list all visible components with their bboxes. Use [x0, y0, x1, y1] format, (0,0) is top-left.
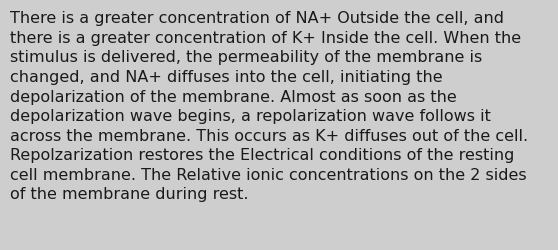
Text: There is a greater concentration of NA+ Outside the cell, and
there is a greater: There is a greater concentration of NA+ … — [10, 11, 528, 202]
